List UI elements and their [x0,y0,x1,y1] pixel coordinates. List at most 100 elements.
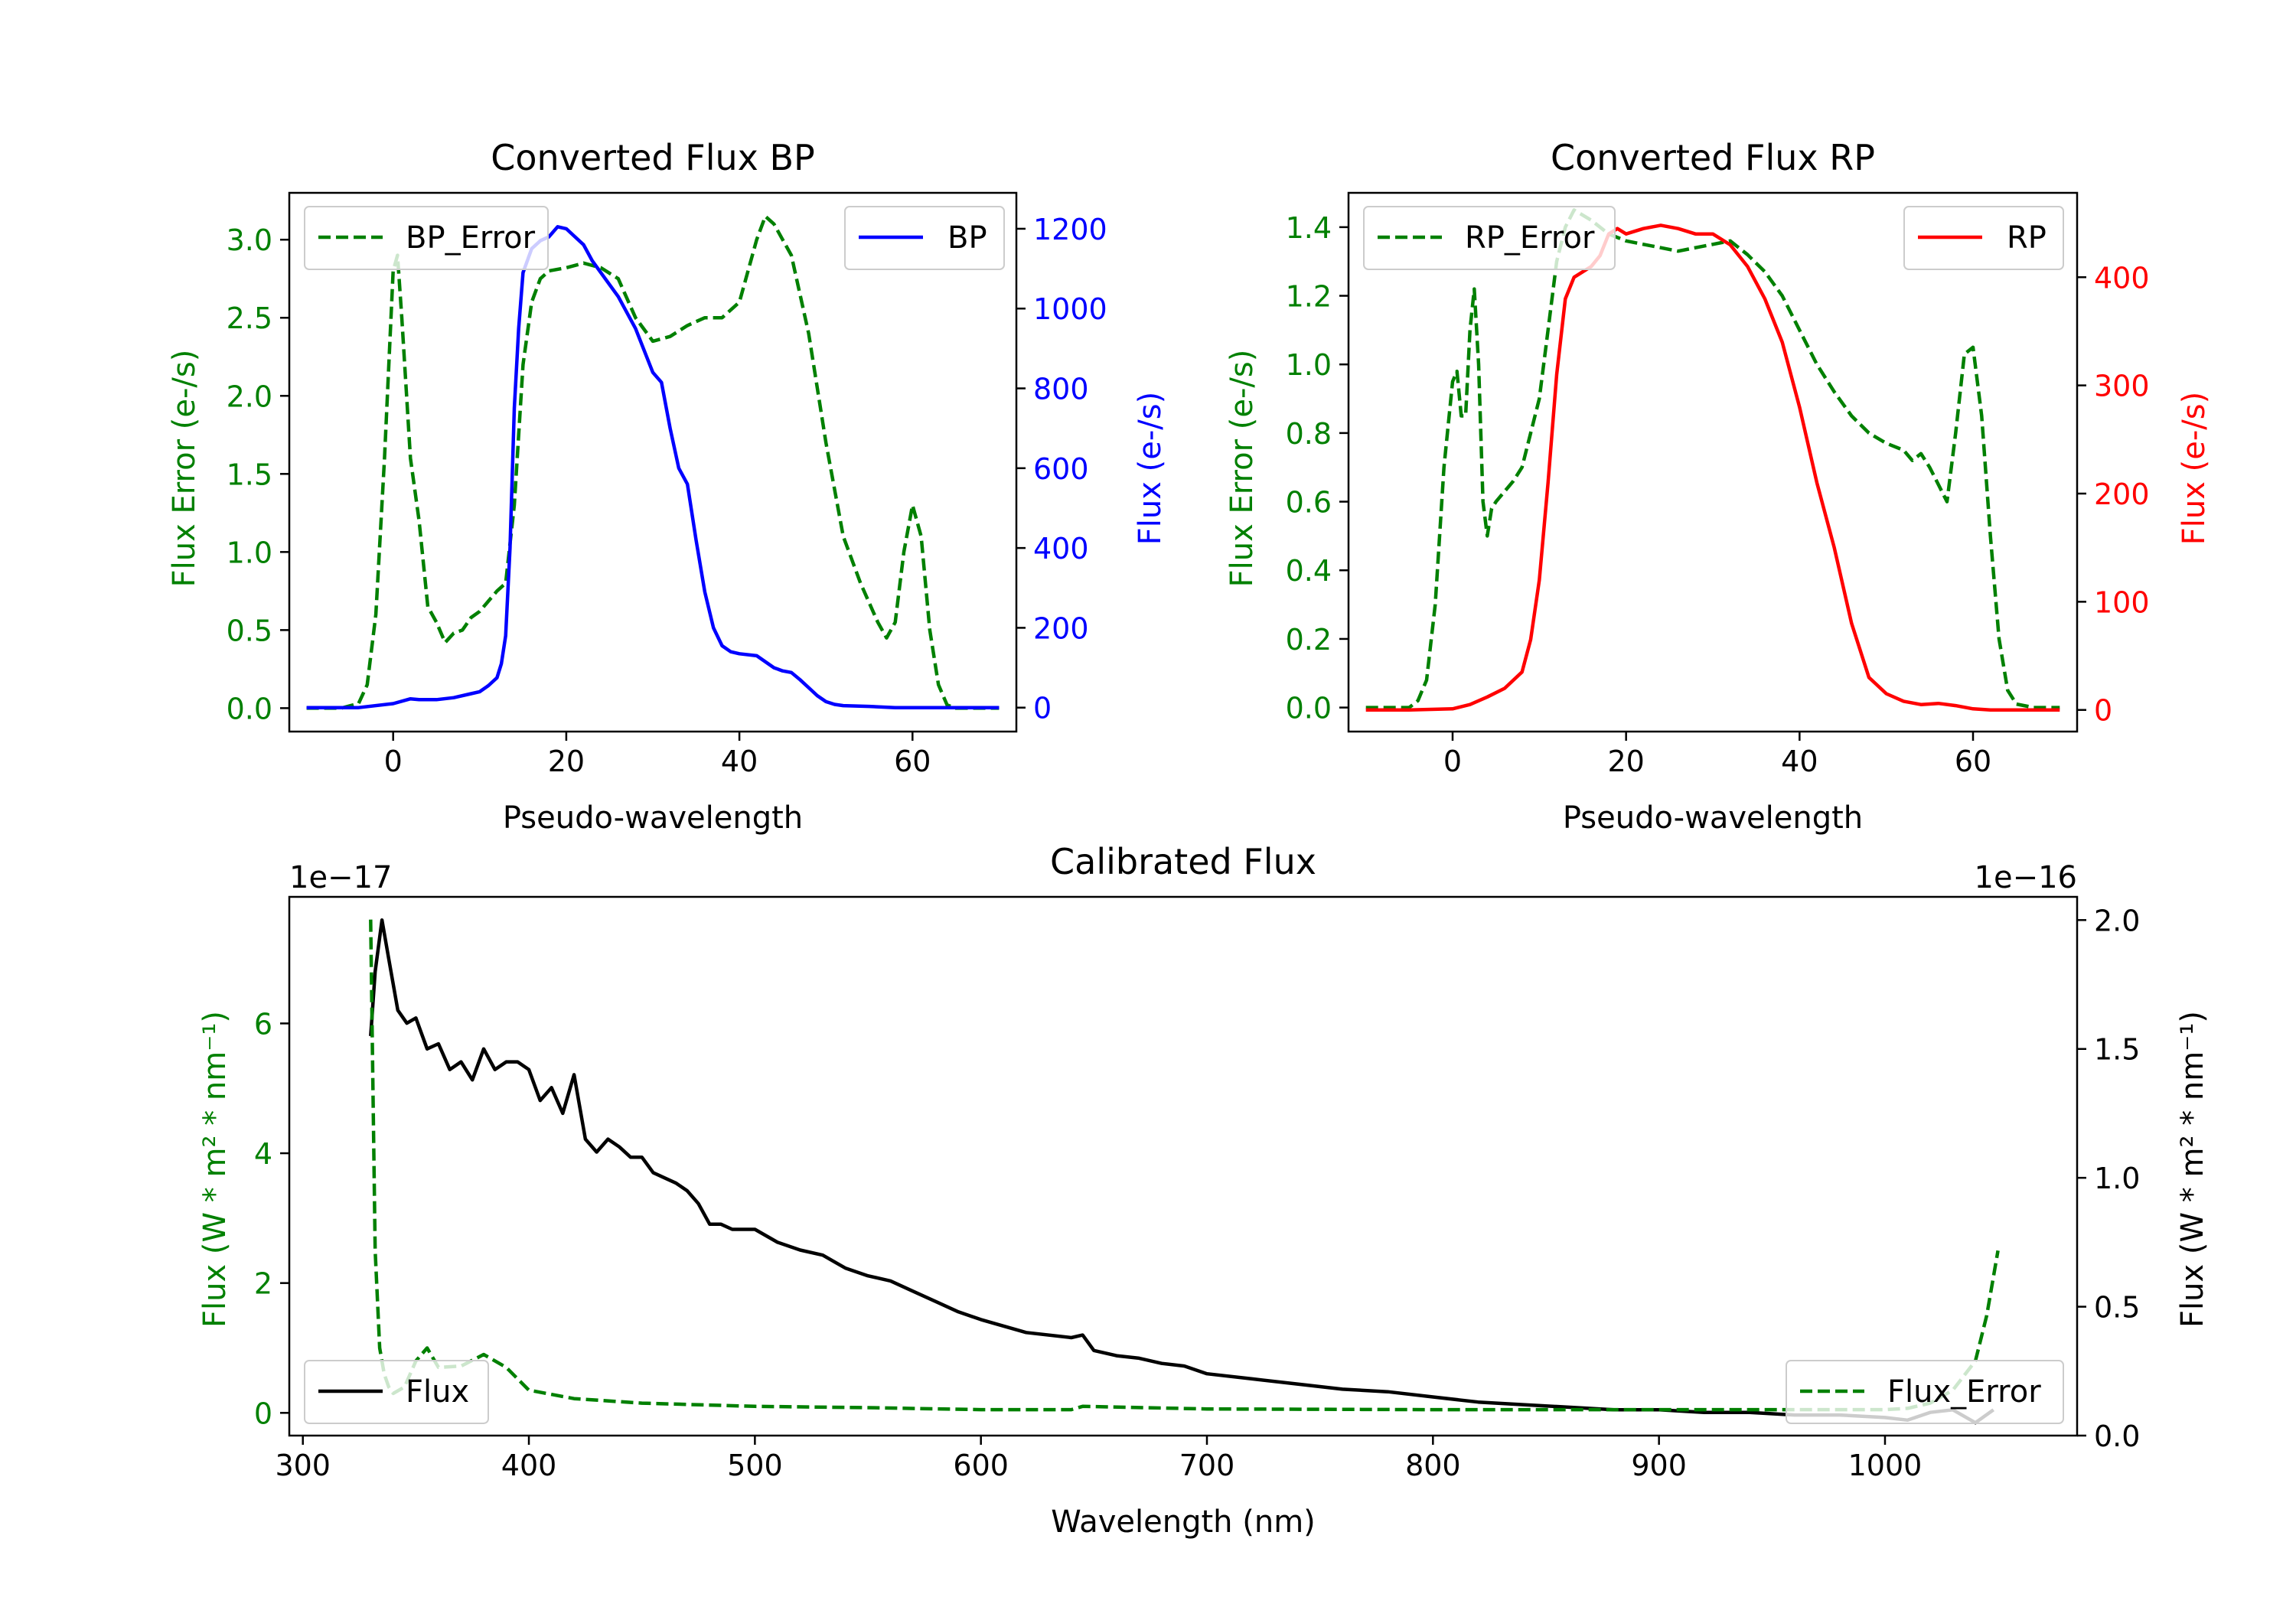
rp-right-ylabel: Flux (e-/s) [2177,392,2212,545]
rp-legend-error-box [1363,206,1616,270]
cal-series [369,918,2000,1425]
rp-xlabel: Pseudo-wavelength [1563,800,1863,836]
cal-xtick-label: 1000 [1848,1449,1923,1482]
rp-left-ticks: 0.0 0.2 0.4 0.6 0.8 1.0 1.2 1.4 [1286,211,1349,725]
rp-xtick-label: 20 [1607,745,1644,778]
bp-right-tick-label: 200 [1033,611,1089,645]
rp-xtick-label: 40 [1781,745,1818,778]
cal-xtick-label: 900 [1631,1449,1687,1482]
rp-series [1365,208,2060,712]
bp-left-ticks: 0.0 0.5 1.0 1.5 2.0 2.5 3.0 [227,223,289,725]
bp-legend-error-label: BP_Error [406,220,536,256]
bp-legend-flux-box [844,206,1005,270]
rp-series-rp-line [1365,223,2060,712]
cal-right-tick-label: 1.5 [2094,1033,2140,1067]
bp-x-ticks: 0 20 40 60 [384,732,931,778]
bp-right-ticks: 0 200 400 600 800 1000 1200 [1016,213,1107,725]
bp-right-tick-label: 1200 [1033,213,1107,246]
cal-xtick-label: 800 [1405,1449,1461,1482]
cal-left-ylabel: Flux (W * m² * nm⁻¹) [197,1011,233,1328]
bp-xtick-label: 0 [384,745,403,778]
rp-left-tick-label: 0.0 [1286,692,1332,725]
cal-xlabel: Wavelength (nm) [1051,1504,1316,1540]
cal-right-tick-label: 0.5 [2094,1291,2140,1325]
rp-right-tick-label: 300 [2094,370,2150,403]
bp-right-tick-label: 0 [1033,692,1052,725]
bp-left-tick-label: 1.0 [227,536,272,569]
cal-xtick-label: 500 [727,1449,783,1482]
cal-legend-error-box [1786,1360,2064,1424]
cal-legend-flux-label: Flux [406,1374,469,1410]
bp-plot-frame [288,191,1018,733]
cal-legend-flux-box [304,1360,489,1424]
cal-left-tick-label: 6 [254,1007,272,1041]
rp-left-tick-label: 0.8 [1286,417,1332,451]
cal-x-ticks: 300 400 500 600 700 800 900 1000 [275,1436,1922,1482]
rp-left-tick-label: 1.4 [1286,211,1332,245]
cal-legend-error-label: Flux_Error [1887,1374,2041,1410]
cal-left-ticks: 0 2 4 6 [254,1007,289,1430]
panel-calibrated: Calibrated Flux Wavelength (nm) 1e−17 1e… [197,841,2210,1540]
bp-left-tick-label: 3.0 [227,223,272,257]
cal-right-ylabel: Flux (W * m² * nm⁻¹) [2175,1011,2210,1328]
rp-right-ticks: 0 100 200 300 400 [2077,261,2150,728]
rp-left-tick-label: 1.2 [1286,280,1332,314]
cal-legend-flux: Flux [304,1360,489,1424]
bp-series-bp-error-line [306,214,1000,710]
bp-right-ylabel: Flux (e-/s) [1133,392,1168,545]
rp-right-tick-label: 100 [2094,585,2150,619]
rp-left-tick-label: 1.0 [1286,348,1332,382]
cal-legend-error: Flux_Error [1786,1360,2064,1424]
rp-x-ticks: 0 20 40 60 [1443,732,1991,778]
rp-legend-flux: RP [1903,206,2064,270]
cal-right-tick-label: 2.0 [2094,904,2140,937]
bp-right-tick-label: 1000 [1033,292,1107,326]
cal-series-flux-error-line [369,919,2000,1412]
bp-left-tick-label: 0.0 [227,692,272,725]
rp-legend-error-label: RP_Error [1465,220,1595,256]
bp-left-tick-label: 1.5 [227,458,272,491]
rp-legend-flux-label: RP [2007,220,2047,256]
bp-xlabel: Pseudo-wavelength [503,800,803,836]
rp-right-tick-label: 400 [2094,261,2150,295]
bp-left-ylabel: Flux Error (e-/s) [167,350,202,588]
cal-left-tick-label: 0 [254,1397,272,1430]
cal-title: Calibrated Flux [1050,841,1316,882]
rp-left-tick-label: 0.4 [1286,554,1332,588]
rp-left-ylabel: Flux Error (e-/s) [1225,350,1260,588]
cal-left-tick-label: 4 [254,1137,272,1171]
rp-plot-frame [1347,191,2079,733]
cal-left-offset: 1e−17 [289,860,392,895]
bp-left-tick-label: 2.0 [227,380,272,413]
cal-xtick-label: 700 [1179,1449,1235,1482]
cal-right-tick-label: 0.0 [2094,1420,2140,1453]
rp-right-tick-label: 0 [2094,694,2112,728]
bp-xtick-label: 20 [548,745,585,778]
cal-plot-frame [288,895,2079,1437]
cal-right-tick-label: 1.0 [2094,1162,2140,1195]
bp-right-tick-label: 600 [1033,452,1089,486]
bp-right-tick-label: 400 [1033,532,1089,566]
cal-xtick-label: 400 [501,1449,557,1482]
rp-legend-flux-box [1903,206,2064,270]
rp-xtick-label: 0 [1443,745,1462,778]
cal-right-ticks: 0.0 0.5 1.0 1.5 2.0 [2077,904,2140,1453]
panel-rp: Converted Flux RP Pseudo-wavelength Flux… [1225,137,2212,836]
bp-title: Converted Flux BP [491,137,815,178]
rp-right-tick-label: 200 [2094,478,2150,511]
rp-legend-error: RP_Error [1363,206,1616,270]
bp-legend-flux-label: BP [947,220,987,256]
cal-left-tick-label: 2 [254,1267,272,1301]
bp-right-tick-label: 800 [1033,373,1089,406]
bp-series [306,214,1000,710]
rp-left-tick-label: 0.6 [1286,486,1332,520]
bp-legend-error: BP_Error [304,206,549,270]
bp-left-tick-label: 0.5 [227,614,272,647]
panel-bp: Converted Flux BP Pseudo-wavelength Flux… [167,137,1168,836]
bp-legend-flux: BP [844,206,1005,270]
bp-left-tick-label: 2.5 [227,302,272,335]
bp-series-bp-line [306,225,1000,709]
bp-xtick-label: 60 [894,745,931,778]
rp-xtick-label: 60 [1955,745,1991,778]
